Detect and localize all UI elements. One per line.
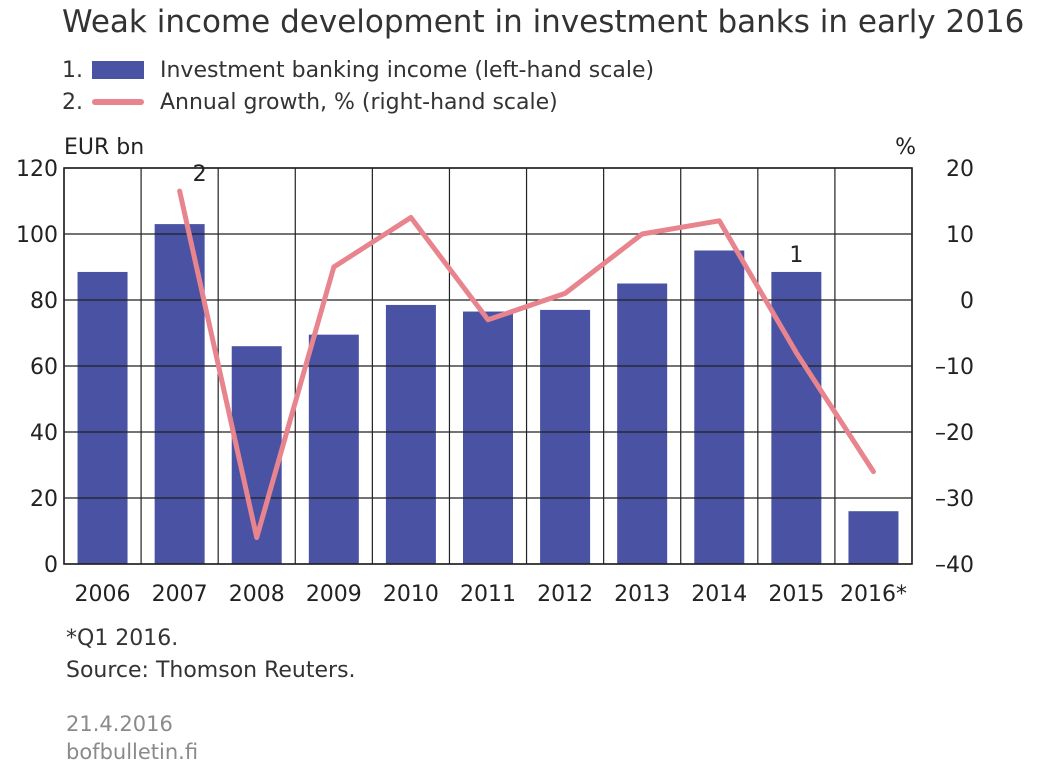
left-tick-label: 0 bbox=[44, 553, 58, 578]
site-name: bofbulletin.fi bbox=[66, 740, 199, 764]
legend-number: 2. bbox=[62, 89, 83, 115]
bar-2014 bbox=[694, 250, 745, 564]
bar-2010 bbox=[385, 304, 436, 564]
annotation-label: 1 bbox=[789, 243, 803, 268]
x-tick-label: 2009 bbox=[306, 582, 362, 607]
right-tick-label: 0 bbox=[960, 289, 974, 314]
x-tick-label: 2008 bbox=[229, 582, 285, 607]
right-tick-label: –10 bbox=[935, 355, 974, 380]
right-tick-label: –30 bbox=[935, 487, 974, 512]
legend-label: Annual growth, % (right-hand scale) bbox=[160, 89, 558, 115]
legend-number: 1. bbox=[62, 57, 83, 83]
left-tick-label: 40 bbox=[30, 421, 58, 446]
x-tick-label: 2011 bbox=[460, 582, 516, 607]
legend: 1. Investment banking income (left-hand … bbox=[62, 54, 654, 118]
left-axis-label: EUR bn bbox=[64, 135, 144, 160]
legend-item-growth: 2. Annual growth, % (right-hand scale) bbox=[62, 86, 654, 118]
bar-2009 bbox=[308, 334, 359, 564]
x-tick-label: 2010 bbox=[383, 582, 439, 607]
x-tick-label: 2015 bbox=[768, 582, 824, 607]
legend-item-income: 1. Investment banking income (left-hand … bbox=[62, 54, 654, 86]
chart-title: Weak income development in investment ba… bbox=[62, 4, 1025, 40]
legend-swatch-line bbox=[92, 99, 144, 105]
x-tick-label: 2013 bbox=[614, 582, 670, 607]
x-tick-label: 2016* bbox=[840, 582, 907, 607]
right-tick-label: 20 bbox=[946, 157, 974, 182]
right-axis-label: % bbox=[895, 135, 916, 160]
left-tick-label: 100 bbox=[16, 223, 58, 248]
bar-2012 bbox=[540, 309, 591, 564]
plot-frame bbox=[63, 167, 913, 565]
bar-2007 bbox=[154, 224, 205, 564]
annotation-label: 2 bbox=[193, 162, 207, 187]
right-tick-label: 10 bbox=[946, 223, 974, 248]
left-tick-label: 20 bbox=[30, 487, 58, 512]
right-tick-label: –40 bbox=[935, 553, 974, 578]
right-tick-label: –20 bbox=[935, 421, 974, 446]
bar-2011 bbox=[463, 311, 513, 564]
x-tick-label: 2007 bbox=[152, 582, 208, 607]
footnote: *Q1 2016. bbox=[66, 626, 179, 651]
legend-label: Investment banking income (left-hand sca… bbox=[160, 57, 655, 83]
left-tick-label: 80 bbox=[30, 289, 58, 314]
bar-2015 bbox=[771, 271, 822, 564]
growth-line bbox=[177, 188, 876, 541]
legend-swatch-bar bbox=[92, 61, 144, 79]
publish-date: 21.4.2016 bbox=[66, 712, 173, 736]
x-tick-label: 2006 bbox=[75, 582, 131, 607]
left-tick-label: 120 bbox=[16, 157, 58, 182]
bar-2006 bbox=[77, 271, 128, 564]
bar-2016* bbox=[848, 511, 899, 564]
left-tick-label: 60 bbox=[30, 355, 58, 380]
bar-2013 bbox=[617, 283, 668, 564]
x-tick-label: 2012 bbox=[537, 582, 593, 607]
x-tick-label: 2014 bbox=[691, 582, 747, 607]
source-note: Source: Thomson Reuters. bbox=[66, 658, 356, 683]
